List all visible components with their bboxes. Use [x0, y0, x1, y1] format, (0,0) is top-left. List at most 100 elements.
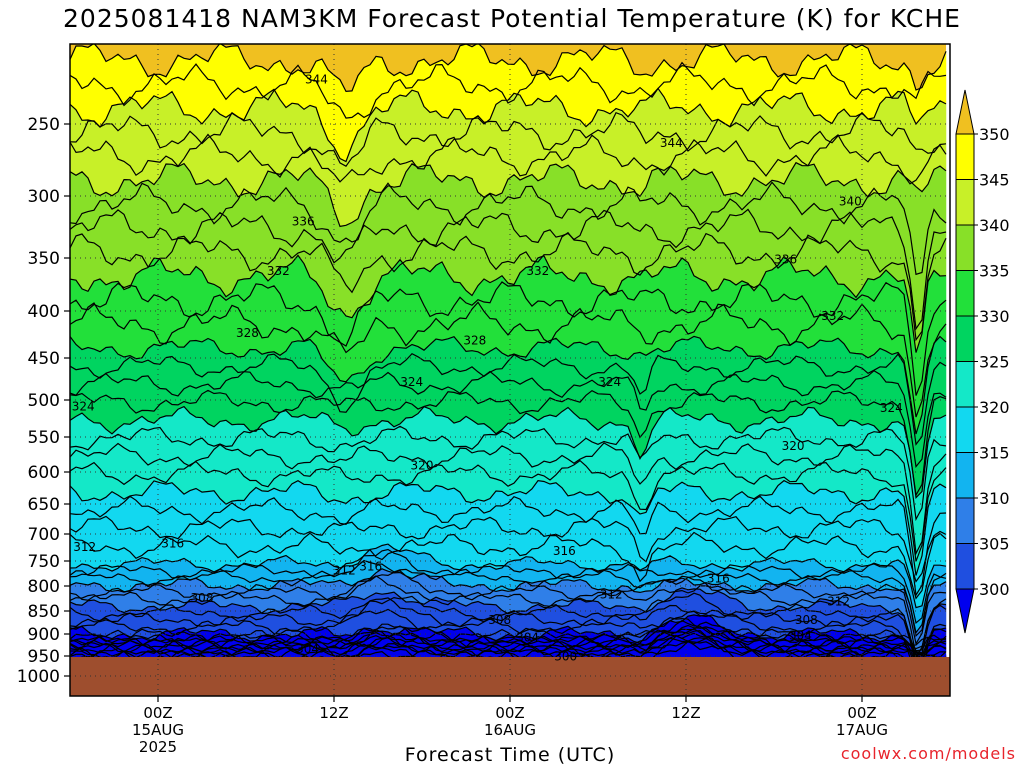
contour-label: 344 — [305, 73, 328, 87]
colorbar-segment — [955, 361, 975, 408]
isentrope-line — [70, 425, 947, 522]
isentrope-line — [70, 181, 947, 276]
contour-label: 328 — [463, 334, 486, 348]
y-tick-label: 400 — [28, 302, 60, 322]
contour-label: 312 — [600, 588, 623, 602]
x-tick-label: 15AUG — [132, 721, 184, 739]
isentrope-line — [70, 568, 947, 635]
contour-label: 312 — [827, 595, 850, 609]
isentrope-line — [70, 597, 947, 668]
colorbar-label: 350 — [979, 125, 1010, 144]
colorbar-segment — [955, 179, 975, 226]
x-tick-label: 2025 — [139, 738, 177, 756]
contour-label: 332 — [821, 309, 844, 323]
y-tick-label: 500 — [28, 391, 60, 411]
isentrope-line — [70, 208, 947, 331]
isentrope-line — [70, 44, 947, 93]
colorbar-label: 320 — [979, 398, 1010, 417]
y-tick-label: 850 — [28, 602, 60, 622]
isentrope-line — [70, 531, 947, 600]
x-tick-label: 12Z — [319, 704, 348, 722]
isentrope-line — [70, 254, 947, 353]
contour-label: 316 — [553, 544, 576, 558]
colorbar-label: 340 — [979, 216, 1010, 235]
isentrope-line — [70, 389, 947, 497]
colorbar-segment — [955, 133, 975, 180]
isentrope-line — [70, 495, 947, 597]
contour-label: 324 — [598, 375, 621, 389]
isentrope-line — [70, 405, 947, 500]
isentrope-line — [70, 352, 947, 446]
contour-label: 332 — [267, 264, 290, 278]
isentrope-line — [70, 301, 947, 418]
chart-title: 2025081418 NAM3KM Forecast Potential Tem… — [63, 4, 961, 33]
isentrope-line — [70, 570, 947, 646]
contour-label: 328 — [236, 326, 259, 340]
isentrope-line — [70, 621, 947, 669]
y-tick-label: 950 — [28, 647, 60, 667]
colorbar-segment — [955, 543, 975, 590]
x-tick-label: 00Z — [495, 704, 524, 722]
x-axis-label: Forecast Time (UTC) — [404, 744, 616, 766]
contour-label: 324 — [72, 399, 95, 413]
contour-label: 308 — [191, 591, 214, 605]
y-tick-label: 800 — [28, 577, 60, 597]
colorbar-segment — [955, 406, 975, 453]
y-tick-label: 700 — [28, 525, 60, 545]
isentrope-line — [70, 231, 947, 342]
y-tick-label: 250 — [28, 115, 60, 135]
contour-label: 336 — [292, 214, 315, 228]
contour-label: 304 — [516, 631, 539, 645]
colorbar-segment — [955, 270, 975, 317]
colorbar-arrow-bottom — [955, 588, 975, 634]
isentrope-line — [70, 281, 947, 396]
contour-label: 304 — [296, 642, 319, 656]
contour-label: 332 — [526, 264, 549, 278]
isentrope-line — [70, 161, 947, 228]
isentrope-line — [70, 614, 947, 658]
contour-label: 316 — [161, 537, 184, 551]
isentrope-line — [70, 575, 947, 657]
contour-label: 340 — [839, 194, 862, 208]
contour-label: 308 — [795, 613, 818, 627]
x-tick-label: 16AUG — [484, 721, 536, 739]
contour-label: 324 — [880, 401, 903, 415]
contour-label: 304 — [789, 628, 812, 642]
y-tick-label: 1000 — [17, 667, 60, 687]
contour-label: 300 — [554, 650, 577, 664]
theta-band — [70, 44, 946, 92]
contour-label: 312 — [333, 564, 356, 578]
colorbar-label: 330 — [979, 307, 1010, 326]
isentrope-line — [70, 87, 947, 163]
contour-label: 344 — [660, 136, 683, 150]
y-tick-label: 650 — [28, 495, 60, 515]
colorbar-segment — [955, 224, 975, 271]
colorbar-arrow-top — [955, 89, 975, 135]
x-tick-label: 00Z — [847, 704, 876, 722]
colorbar-segment — [955, 315, 975, 362]
y-tick-label: 350 — [28, 249, 60, 269]
colorbar-label: 315 — [979, 444, 1010, 463]
isentrope-line — [70, 515, 947, 583]
contour-label: 312 — [73, 540, 96, 554]
isentrope-line — [70, 335, 947, 435]
colorbar-label: 310 — [979, 489, 1010, 508]
contour-label: 324 — [400, 375, 423, 389]
isentrope-line — [70, 133, 947, 185]
y-tick-label: 600 — [28, 463, 60, 483]
isentrope-line — [70, 111, 947, 167]
isentrope-line — [70, 587, 947, 660]
contour-label: 320 — [411, 459, 434, 473]
contour-label: 320 — [782, 439, 805, 453]
colorbar-label: 305 — [979, 535, 1010, 554]
y-tick-label: 900 — [28, 625, 60, 645]
isentrope-line — [70, 459, 947, 562]
x-tick-label: 12Z — [671, 704, 700, 722]
credit-text: coolwx.com/models — [840, 744, 1016, 763]
colorbar-label: 325 — [979, 353, 1010, 372]
colorbar-label: 300 — [979, 580, 1010, 599]
isentrope-line — [70, 592, 947, 664]
y-tick-label: 550 — [28, 428, 60, 448]
isentrope-line — [70, 442, 947, 556]
